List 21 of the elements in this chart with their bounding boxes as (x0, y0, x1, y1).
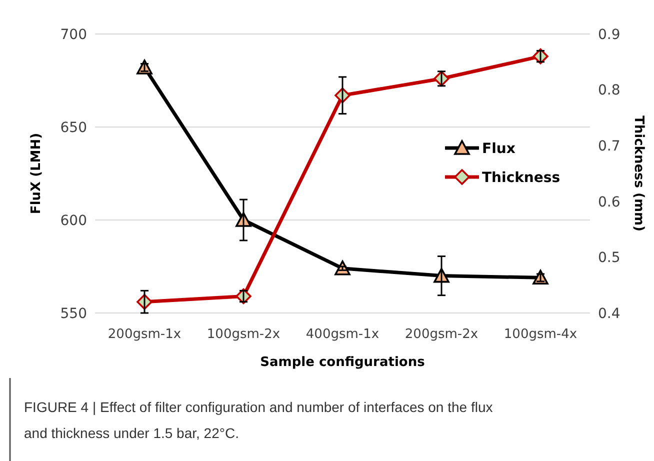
x-tick-label: 400gsm-1x (306, 327, 380, 342)
y2-tick-label: 0.9 (598, 26, 620, 43)
y-axis-title: FluX (LMH) (29, 132, 44, 214)
y-tick-label: 700 (60, 26, 87, 43)
x-tick-label: 200gsm-1x (108, 327, 182, 342)
y2-axis-title: Thickness (mm) (631, 116, 646, 232)
y2-tick-label: 0.8 (598, 82, 620, 99)
x-tick-label: 100gsm-2x (206, 327, 280, 342)
y2-tick-label: 0.4 (598, 306, 620, 322)
legend-label: Thickness (482, 170, 560, 186)
x-tick-label: 200gsm-2x (404, 327, 478, 342)
legend-label: Flux (482, 140, 516, 157)
y-tick-label: 600 (60, 212, 87, 229)
y-tick-label: 650 (60, 120, 87, 136)
caption: FIGURE 4 | Effect of filter configuration and number of interfaces on the flux and thickness under 1.5 bar, 22°C. (24, 399, 493, 441)
y2-tick-label: 0.7 (598, 138, 620, 154)
y2-tick-label: 0.5 (598, 250, 620, 266)
x-axis-title: Sample configurations (260, 355, 426, 370)
y-tick-label: 550 (60, 306, 87, 322)
y2-tick-label: 0.6 (598, 194, 620, 210)
x-tick-label: 100gsm-4x (504, 327, 578, 342)
